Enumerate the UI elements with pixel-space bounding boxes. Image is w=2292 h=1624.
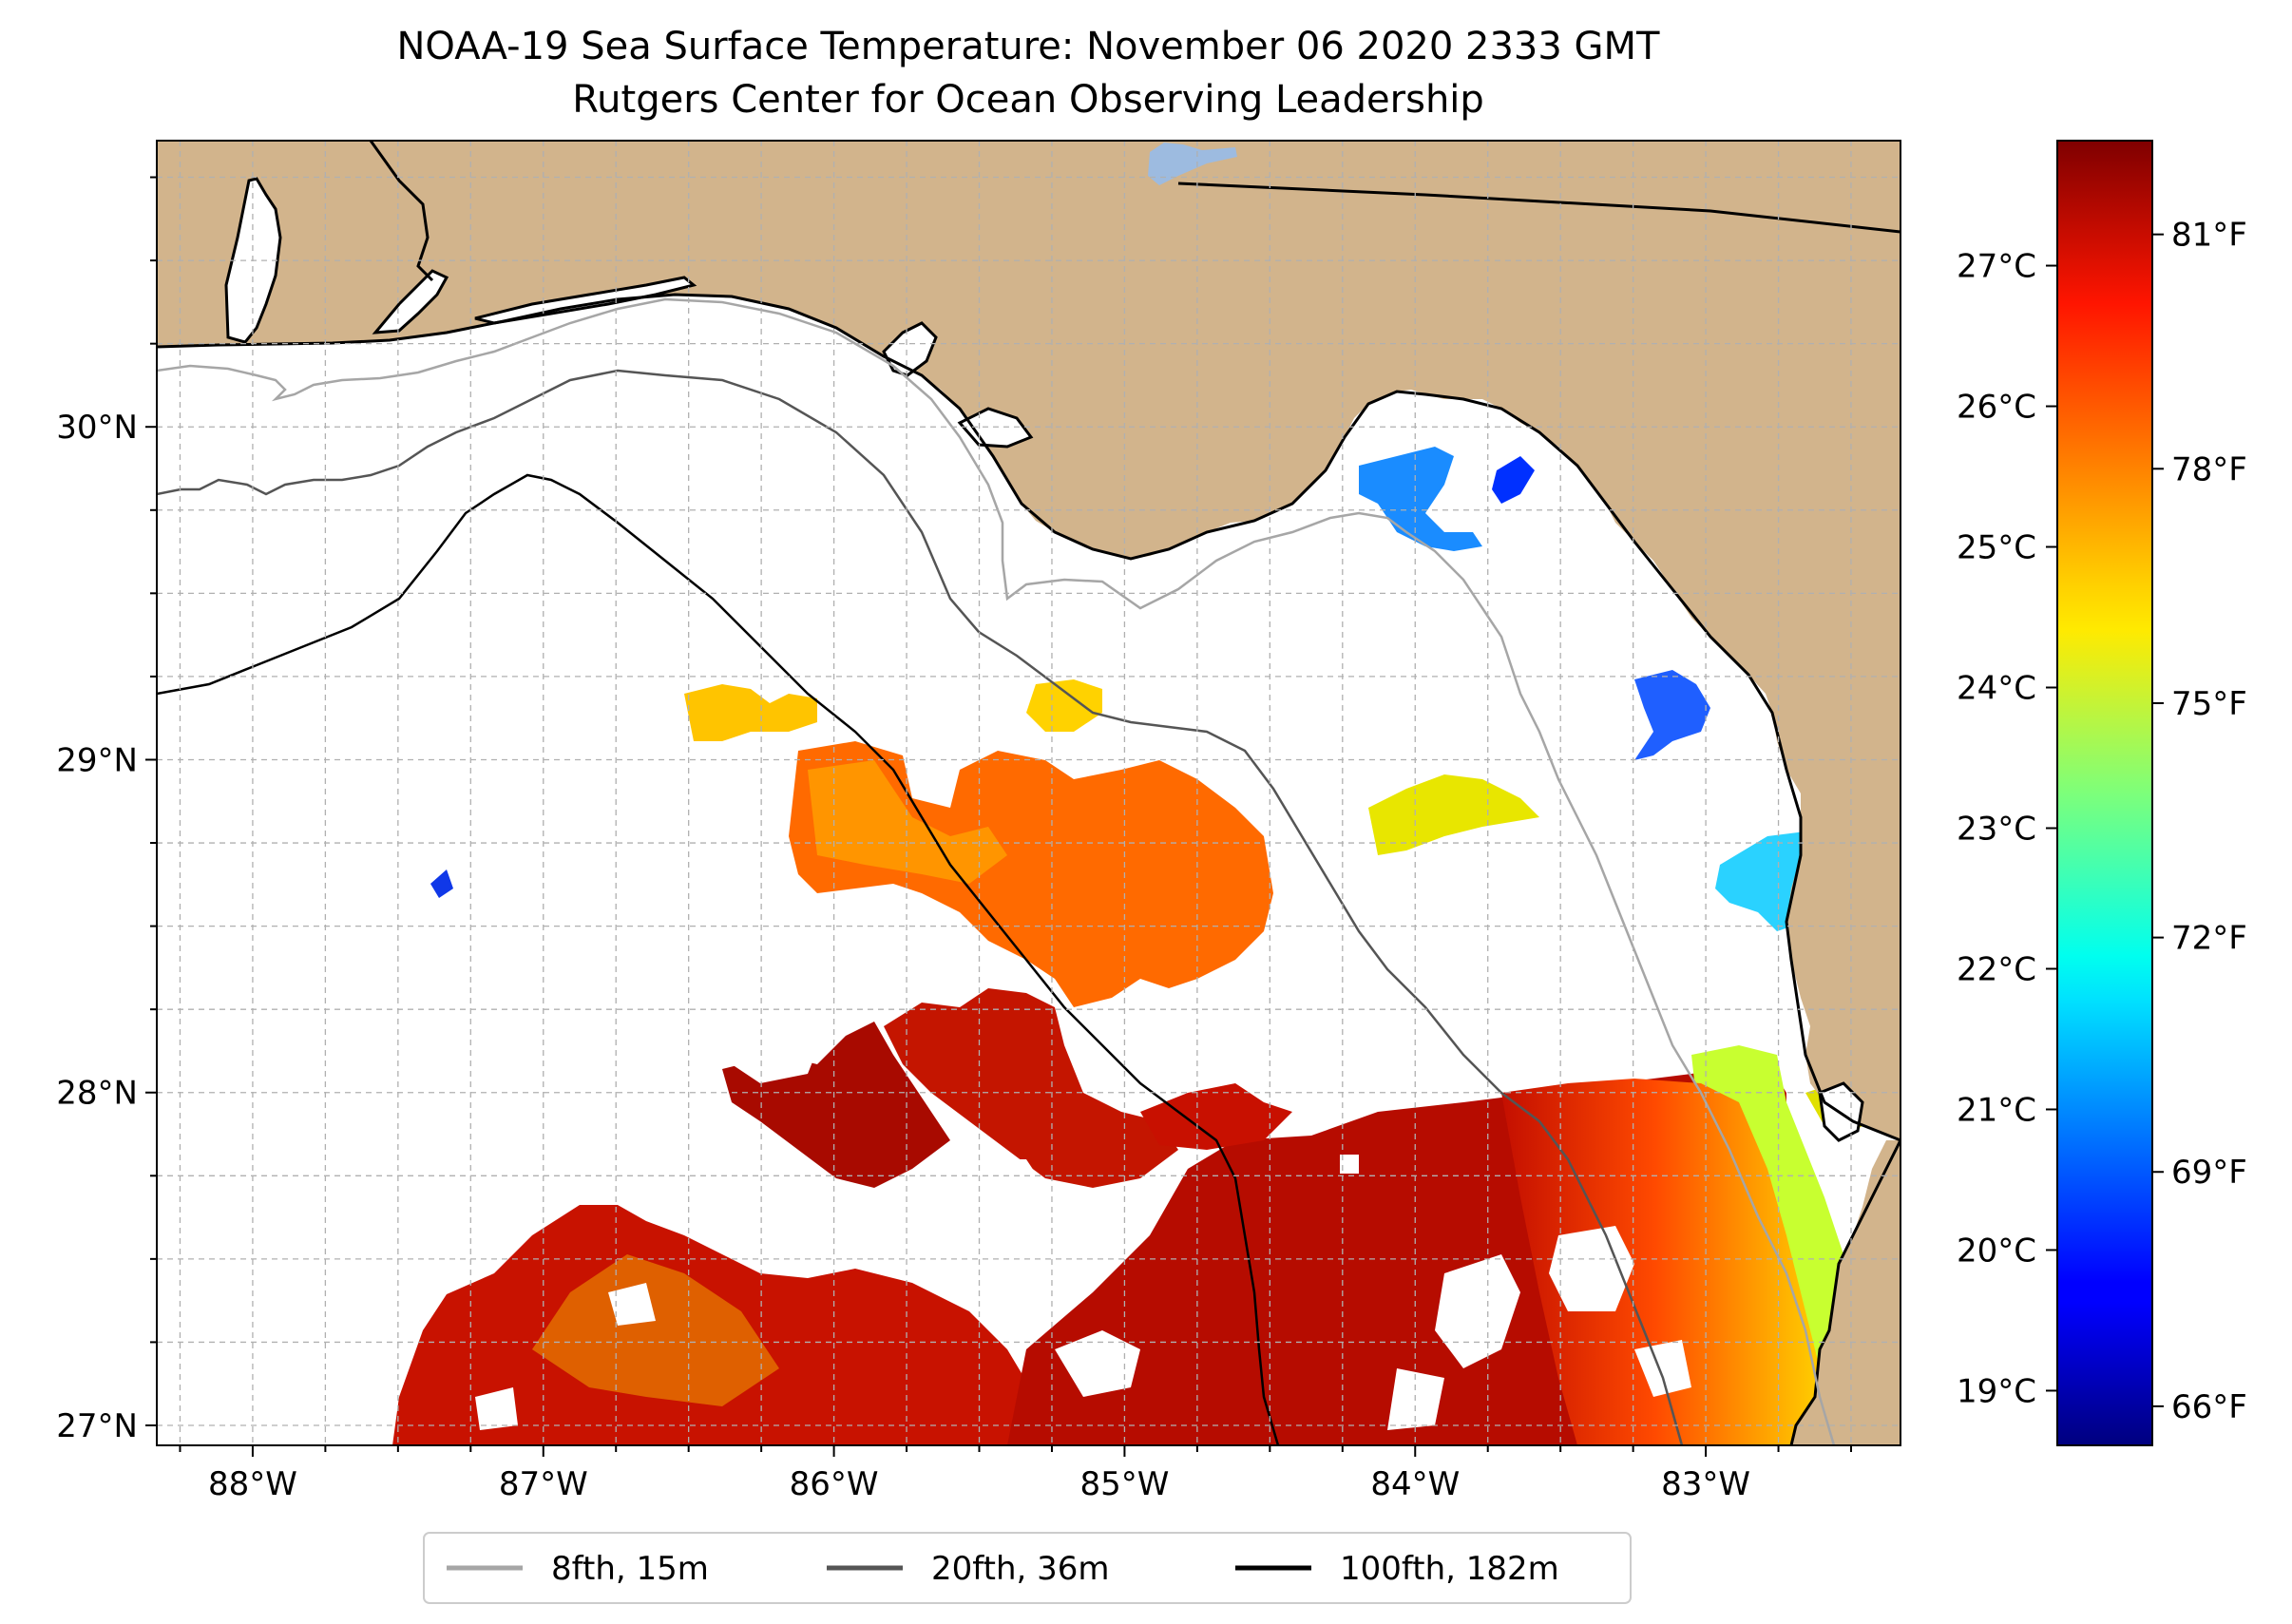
lon-tick-label: 85°W — [1079, 1465, 1169, 1503]
lat-tick-label: 30°N — [56, 409, 138, 447]
lon-tick-label: 87°W — [499, 1465, 588, 1503]
sst-patch-mid-west-2 — [884, 988, 1178, 1188]
figure-subtitle: Rutgers Center for Ocean Observing Leade… — [572, 78, 1484, 122]
sst-patch-blue-apalachee — [1359, 447, 1482, 551]
legend-label: 100fth, 182m — [1340, 1550, 1559, 1588]
state-border-al — [369, 141, 434, 282]
celsius-tick-label: 19°C — [1957, 1372, 2036, 1410]
colorbar-fahrenheit-ticks: 81°F 78°F 75°F 72°F 69°F 66°F — [2152, 217, 2247, 1426]
sst-patch-east-gradient — [1501, 1079, 1843, 1445]
isobath-100fth — [157, 473, 1280, 1445]
cloud-gap — [1055, 1330, 1140, 1397]
lon-tick-label: 88°W — [208, 1465, 297, 1503]
pensacola-bay — [372, 269, 449, 334]
colorbar-gradient — [2056, 140, 2153, 1446]
sst-patch-orange-central — [789, 741, 1273, 1007]
sst-patch-orange-central-inner — [808, 760, 1007, 884]
celsius-tick-label: 25°C — [1957, 529, 2036, 567]
cloud-gap — [1549, 1226, 1634, 1311]
sst-patch-yellow-northwest — [684, 684, 817, 741]
fahrenheit-tick-label: 69°F — [2171, 1154, 2247, 1192]
celsius-tick-label: 27°C — [1957, 248, 2036, 286]
fahrenheit-tick-label: 78°F — [2171, 450, 2247, 488]
cloud-gap — [1340, 1155, 1359, 1174]
cloud-gaps — [475, 1036, 1691, 1430]
lake-seminole — [1148, 143, 1237, 185]
fahrenheit-tick-label: 75°F — [2171, 685, 2247, 723]
sst-patch-blue-apalachee-2 — [1492, 456, 1535, 504]
celsius-tick-label: 20°C — [1957, 1232, 2036, 1270]
figure-title: NOAA-19 Sea Surface Temperature: Novembe… — [397, 25, 1661, 68]
lat-tick-label: 27°N — [56, 1407, 138, 1445]
legend-items: 8fth, 15m 20fth, 36m 100fth, 182m — [447, 1550, 1559, 1588]
legend: 8fth, 15m 20fth, 36m 100fth, 182m — [423, 1532, 1632, 1604]
celsius-tick-label: 22°C — [1957, 950, 2036, 988]
gridlines — [157, 141, 1900, 1445]
lon-tick-label: 83°W — [1661, 1465, 1750, 1503]
legend-box — [423, 1532, 1632, 1604]
lat-tick-label: 29°N — [56, 741, 138, 779]
lon-tick-label: 84°W — [1370, 1465, 1460, 1503]
lat-tick-labels: 30°N 29°N 28°N 27°N — [56, 409, 138, 1445]
sst-patch-center — [1140, 1083, 1292, 1150]
legend-label: 20fth, 36m — [931, 1550, 1110, 1588]
colorbar: 27°C 26°C 25°C 24°C 23°C 22°C 21°C 20°C 19°C 81°… — [1957, 140, 2247, 1446]
map-frame — [156, 140, 1901, 1446]
celsius-tick-label: 24°C — [1957, 670, 2036, 708]
cloud-gap — [1387, 1368, 1444, 1430]
coastline-southwest-fl — [1789, 1139, 1900, 1445]
lon-tick-label: 86°W — [790, 1465, 879, 1503]
lon-tick-labels: 88°W 87°W 86°W 85°W 84°W 83°W — [208, 1465, 1750, 1503]
lat-tick-label: 28°N — [56, 1075, 138, 1113]
fahrenheit-tick-label: 72°F — [2171, 920, 2247, 958]
sst-data — [392, 447, 1900, 1445]
cloud-gap — [608, 1283, 656, 1326]
sst-patch-southwest-cool — [532, 1254, 779, 1406]
sst-patch-blue-west-speck — [430, 869, 453, 898]
fahrenheit-tick-label: 66°F — [2171, 1388, 2247, 1426]
axis-ticks — [145, 176, 1853, 1457]
map-panel — [157, 141, 1900, 1445]
cloud-gap — [475, 1387, 518, 1430]
sst-patch-yellow-mid — [1026, 679, 1102, 732]
sst-patch-green-east — [1368, 774, 1539, 855]
legend-label: 8fth, 15m — [551, 1550, 709, 1588]
cloud-gap — [1435, 1254, 1520, 1368]
cloud-gap — [732, 1036, 817, 1083]
sst-patch-blue-bigbend — [1634, 670, 1710, 760]
isobath-20fth — [157, 369, 1684, 1445]
celsius-tick-label: 23°C — [1957, 810, 2036, 848]
fahrenheit-tick-label: 81°F — [2171, 217, 2247, 255]
cloud-gap — [1634, 1340, 1691, 1397]
state-border — [1177, 182, 1900, 234]
isobath-8fth — [157, 297, 1836, 1445]
colorbar-celsius-ticks: 27°C 26°C 25°C 24°C 23°C 22°C 21°C 20°C 19°C — [1957, 248, 2057, 1410]
coastline — [157, 293, 1900, 1142]
celsius-tick-label: 21°C — [1957, 1091, 2036, 1129]
celsius-tick-label: 26°C — [1957, 389, 2036, 427]
choctawhatchee-bay — [474, 276, 697, 325]
cloud-gap — [979, 1159, 1102, 1273]
land-mass — [157, 141, 1900, 1445]
